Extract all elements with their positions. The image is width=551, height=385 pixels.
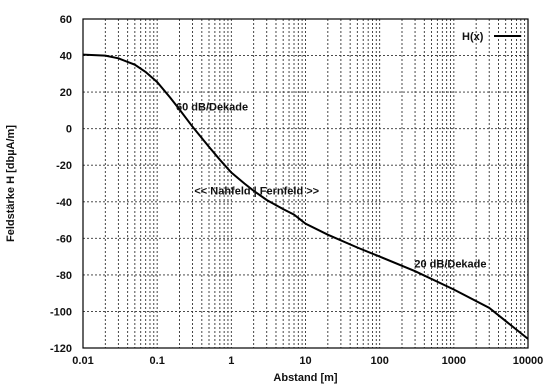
- y-tick-label: -80: [56, 270, 72, 282]
- annotation-1: 60 dB/Dekade: [176, 101, 248, 113]
- y-tick-label: -60: [56, 233, 72, 245]
- y-tick-label: 20: [60, 87, 72, 99]
- legend-label: H(x): [462, 31, 484, 43]
- x-tick-label: 1000: [442, 355, 466, 367]
- y-tick-label: -120: [50, 343, 72, 355]
- x-tick-label: 10: [299, 355, 311, 367]
- y-tick-label: 40: [60, 51, 72, 63]
- y-tick-label: 0: [66, 124, 72, 136]
- x-tick-label: 0.01: [72, 355, 93, 367]
- y-tick-labels: 60 40 20 0 -20 -40 -60 -80 -100 -120: [50, 14, 72, 355]
- x-tick-label: 100: [370, 355, 388, 367]
- x-tick-labels: 0.01 0.1 1 10 100 1000 10000: [72, 355, 543, 367]
- y-axis-label: Feldstärke H [dbµA/m]: [5, 125, 17, 242]
- x-tick-label: 1: [228, 355, 234, 367]
- x-tick-label: 10000: [513, 355, 544, 367]
- annotations: 60 dB/Dekade << Nahfeld | Fernfeld >> 20 d…: [176, 101, 487, 270]
- plot-frame: [82, 18, 529, 349]
- x-axis-label: Abstand [m]: [273, 372, 338, 384]
- y-tick-label: -100: [50, 306, 72, 318]
- series-line-hx: [82, 53, 529, 340]
- y-tick-label: 60: [60, 14, 72, 26]
- y-tick-label: -20: [56, 160, 72, 172]
- annotation-3: 20 dB/Dekade: [414, 259, 486, 271]
- x-tick-label: 0.1: [150, 355, 165, 367]
- legend: H(x): [462, 31, 521, 43]
- annotation-2: << Nahfeld | Fernfeld >>: [194, 185, 319, 197]
- y-tick-label: -40: [56, 197, 72, 209]
- grid: [83, 19, 528, 348]
